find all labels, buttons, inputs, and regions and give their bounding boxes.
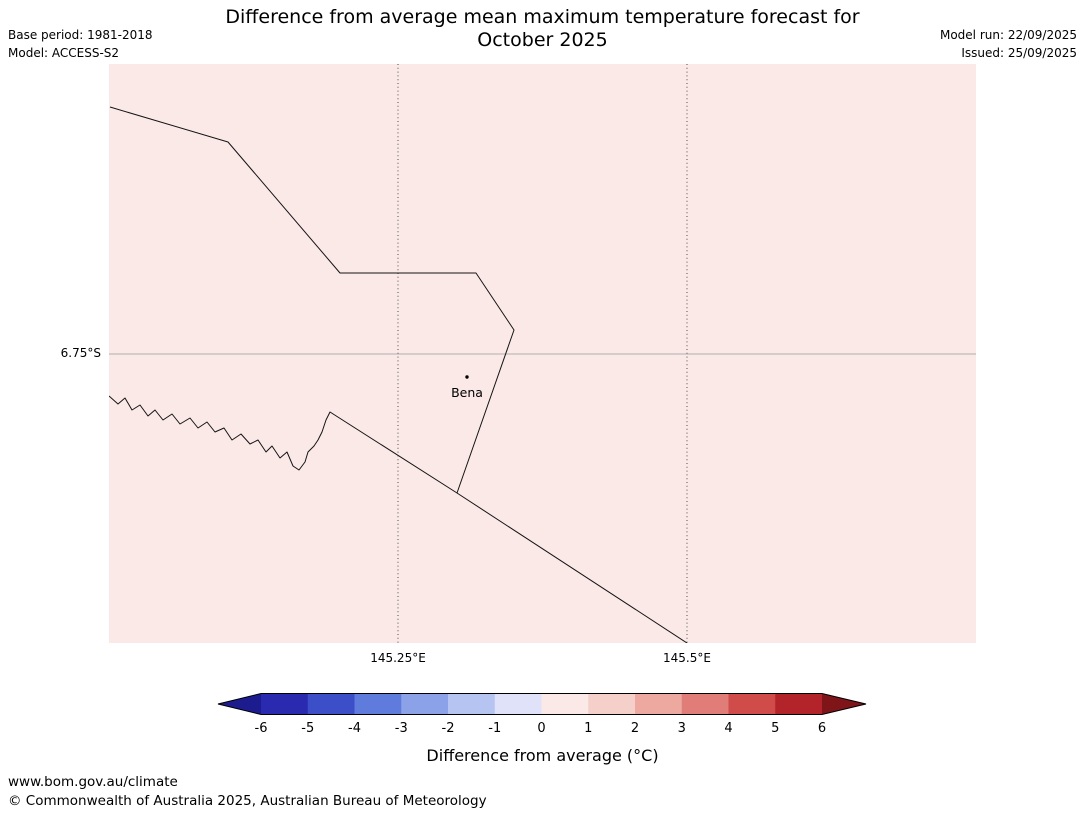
colorbar-tick-label: -2 (441, 721, 455, 736)
colorbar-segment (728, 693, 776, 715)
colorbar-segment (261, 693, 309, 715)
colorbar-tick-label: 0 (537, 721, 546, 736)
lon-tick-label: 145.25°E (370, 651, 426, 665)
colorbar-caption: Difference from average (°C) (426, 746, 659, 765)
header-right-info: Model run: 22/09/2025 Issued: 25/09/2025 (940, 26, 1077, 62)
colorbar-tick-label: -6 (254, 721, 268, 736)
region-border-line (109, 106, 515, 494)
title-line-1: Difference from average mean maximum tem… (225, 6, 860, 28)
colorbar-tick-label: 2 (630, 721, 640, 736)
title-line-2: October 2025 (477, 29, 608, 51)
lon-tick-label: 145.5°E (663, 651, 711, 665)
colorbar-segment (448, 693, 496, 715)
colorbar-segment (541, 693, 589, 715)
lon-tick-labels: 145.25°E 145.5°E (109, 651, 976, 667)
colorbar-segment (494, 693, 543, 715)
coastline (109, 395, 688, 643)
model-label: Model: ACCESS-S2 (8, 46, 120, 60)
colorbar-outline (217, 693, 867, 715)
colorbar-right-arrow (822, 693, 866, 715)
colorbar-left-arrow (218, 693, 261, 715)
colorbar-tick-label: 5 (771, 721, 780, 736)
colorbar-segment (681, 693, 730, 715)
place-label-bena: Bena (451, 385, 483, 400)
colorbar-tick-label: 4 (724, 721, 733, 736)
model-run-label: Model run: 22/09/2025 (939, 28, 1077, 42)
colorbar-segment (401, 693, 449, 715)
colorbar (217, 693, 867, 715)
colorbar-tick-label: 3 (677, 721, 686, 736)
lat-tick-label: 6.75°S (60, 346, 101, 360)
colorbar-segment (635, 693, 683, 715)
colorbar-tick-label: -1 (488, 721, 502, 736)
header-left-info: Base period: 1981-2018 Model: ACCESS-S2 (8, 26, 153, 62)
base-period-label: Base period: 1981-2018 (8, 28, 153, 42)
colorbar-tick-label: -4 (348, 721, 361, 736)
colorbar-segment (775, 693, 823, 715)
town-marker-dot (465, 375, 469, 379)
colorbar-segment (307, 693, 356, 715)
colorbar-tick-label: -5 (301, 721, 315, 736)
page-title: Difference from average mean maximum tem… (0, 6, 1085, 52)
colorbar-tick-label: 6 (817, 721, 827, 736)
website-url: www.bom.gov.au/climate (8, 774, 178, 790)
issued-label: Issued: 25/09/2025 (961, 46, 1077, 60)
map-canvas (109, 64, 976, 643)
copyright-text: © Commonwealth of Australia 2025, Austra… (8, 793, 487, 809)
map-area: Bena (109, 64, 976, 643)
colorbar-segment (588, 693, 636, 715)
colorbar-tick-label: -3 (394, 721, 408, 736)
colorbar-segment (354, 693, 402, 715)
colorbar-tick-labels: -6 -5 -4 -3 -2 -1 0 1 2 3 4 5 6 (217, 721, 869, 739)
colorbar-tick-label: 1 (584, 721, 593, 736)
